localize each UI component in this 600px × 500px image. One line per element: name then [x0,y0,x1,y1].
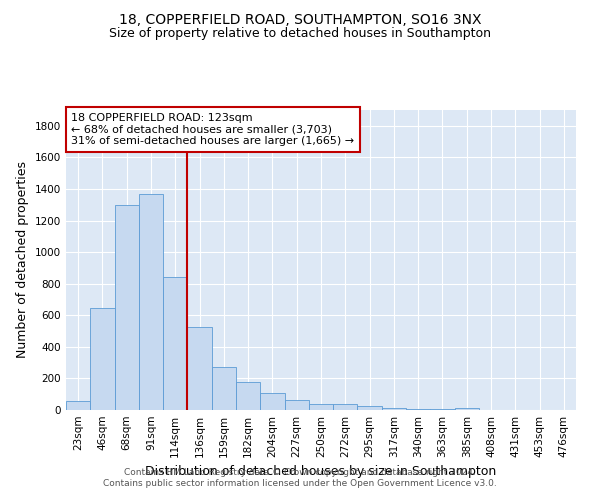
Bar [66,402,90,410]
Bar [90,308,115,410]
Bar [309,404,333,410]
Bar [430,408,455,410]
Bar [260,394,284,410]
Bar [163,278,187,410]
Text: Size of property relative to detached houses in Southampton: Size of property relative to detached ho… [109,28,491,40]
Bar [358,406,382,410]
Bar [333,404,358,410]
Bar [455,408,479,410]
Text: 18, COPPERFIELD ROAD, SOUTHAMPTON, SO16 3NX: 18, COPPERFIELD ROAD, SOUTHAMPTON, SO16 … [119,12,481,26]
Bar [236,382,260,410]
Bar [382,408,406,410]
Bar [187,327,212,410]
Bar [139,194,163,410]
Y-axis label: Number of detached properties: Number of detached properties [16,162,29,358]
Bar [406,408,430,410]
Bar [284,400,309,410]
X-axis label: Distribution of detached houses by size in Southampton: Distribution of detached houses by size … [145,466,497,478]
Text: Contains HM Land Registry data © Crown copyright and database right 2024.
Contai: Contains HM Land Registry data © Crown c… [103,468,497,487]
Text: 18 COPPERFIELD ROAD: 123sqm
← 68% of detached houses are smaller (3,703)
31% of : 18 COPPERFIELD ROAD: 123sqm ← 68% of det… [71,113,354,146]
Bar [115,204,139,410]
Bar [212,366,236,410]
